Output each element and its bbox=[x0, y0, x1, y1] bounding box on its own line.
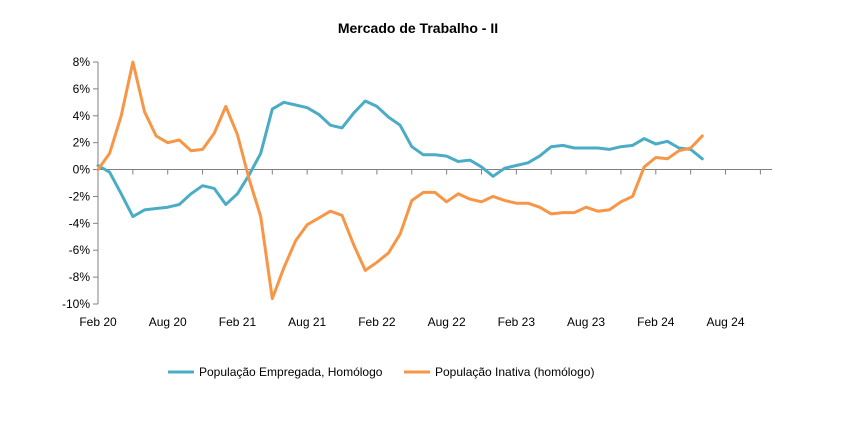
x-tick-label: Aug 23 bbox=[567, 315, 605, 329]
chart-legend: População Empregada, Homólogo População … bbox=[168, 365, 594, 379]
y-axis-ticks: 8% 6% 4% 2% 0% -2% -4% -6% -8% -10% bbox=[62, 55, 98, 311]
x-tick-label: Aug 20 bbox=[149, 315, 187, 329]
chart-title: Mercado de Trabalho - II bbox=[338, 20, 498, 36]
x-tick-label: Feb 20 bbox=[79, 315, 117, 329]
x-tick-label: Feb 21 bbox=[219, 315, 257, 329]
x-tick-label: Feb 24 bbox=[637, 315, 675, 329]
y-tick-label: -4% bbox=[69, 216, 91, 230]
y-tick-label: -10% bbox=[62, 297, 90, 311]
series-line-inactive bbox=[96, 60, 704, 301]
x-tick-label: Aug 21 bbox=[288, 315, 326, 329]
y-tick-label: 6% bbox=[73, 82, 91, 96]
chart-axes bbox=[97, 62, 772, 304]
x-tick-label: Aug 22 bbox=[428, 315, 466, 329]
x-tick-label: Aug 24 bbox=[706, 315, 744, 329]
series-line-employed bbox=[96, 99, 704, 219]
y-tick-label: 4% bbox=[73, 109, 91, 123]
series-lines bbox=[96, 60, 704, 301]
x-axis-ticks: Feb 20 Aug 20 Feb 21 Aug 21 Feb 22 Aug 22 Feb … bbox=[79, 169, 761, 329]
x-tick-label: Feb 22 bbox=[358, 315, 396, 329]
y-tick-label: 0% bbox=[73, 163, 91, 177]
y-tick-label: 2% bbox=[73, 136, 91, 150]
y-tick-label: 8% bbox=[73, 55, 91, 69]
y-tick-label: -2% bbox=[69, 189, 91, 203]
legend-label-employed: População Empregada, Homólogo bbox=[199, 365, 383, 379]
x-tick-label: Feb 23 bbox=[498, 315, 536, 329]
legend-label-inactive: População Inativa (homólogo) bbox=[435, 365, 594, 379]
y-tick-label: -6% bbox=[69, 243, 91, 257]
y-tick-label: -8% bbox=[69, 270, 91, 284]
